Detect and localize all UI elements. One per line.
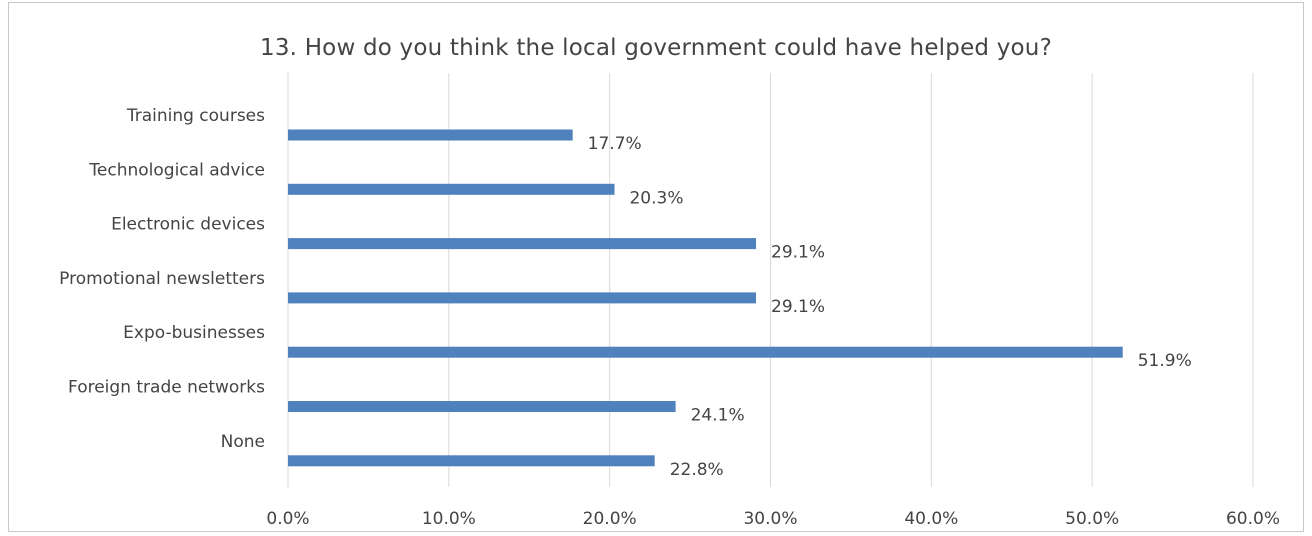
category-label: Expo-businesses (123, 323, 265, 343)
bar (288, 292, 757, 304)
category-label: Foreign trade networks (68, 378, 265, 398)
x-tick-label: 30.0% (743, 509, 797, 529)
category-labels: Training courses Technological advice Elec… (59, 106, 265, 452)
category-label: Training courses (126, 106, 265, 126)
data-label: 29.1% (771, 243, 825, 263)
bar (288, 238, 757, 250)
data-label: 24.1% (691, 406, 745, 426)
category-label: None (221, 432, 265, 452)
category-label: Technological advice (88, 160, 265, 180)
data-label: 22.8% (670, 460, 724, 480)
bars (288, 129, 1123, 467)
bar-chart-plot: Training courses Technological advice Elec… (59, 73, 1280, 529)
chart-title: 13. How do you think the local governmen… (260, 35, 1052, 61)
x-axis-tick-labels: 0.0% 10.0% 20.0% 30.0% 40.0% 50.0% 60.0% (266, 509, 1280, 529)
category-label: Promotional newsletters (59, 269, 265, 289)
bar (288, 455, 655, 467)
chart-frame: 13. How do you think the local governmen… (8, 2, 1304, 532)
x-tick-label: 50.0% (1065, 509, 1119, 529)
data-label: 17.7% (588, 134, 642, 154)
data-labels: 17.7% 20.3% 29.1% 29.1% 51.9% 24.1% 22.8% (588, 134, 1192, 480)
data-label: 29.1% (771, 297, 825, 317)
bar (288, 129, 573, 141)
x-tick-label: 10.0% (422, 509, 476, 529)
data-label: 20.3% (629, 188, 683, 208)
bar (288, 401, 676, 412)
gridlines (287, 73, 1254, 487)
x-tick-label: 40.0% (904, 509, 958, 529)
x-tick-label: 0.0% (266, 509, 309, 529)
data-label: 51.9% (1138, 351, 1192, 371)
bar (288, 183, 615, 195)
x-tick-label: 60.0% (1226, 509, 1280, 529)
bar (288, 346, 1123, 358)
category-label: Electronic devices (111, 215, 265, 235)
x-tick-label: 20.0% (583, 509, 637, 529)
